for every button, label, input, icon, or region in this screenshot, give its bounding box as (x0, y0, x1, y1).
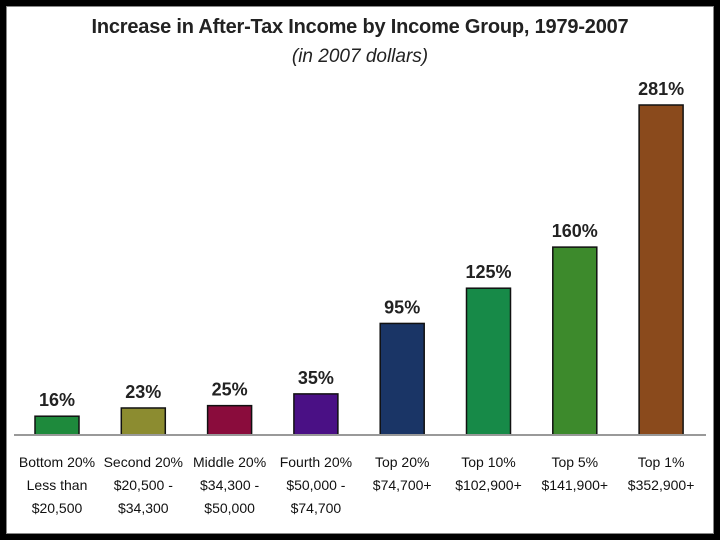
value-label-3: 25% (212, 380, 248, 400)
category-label-line: $74,700+ (373, 477, 432, 493)
category-label-line: $74,700 (291, 500, 342, 516)
value-label-8: 281% (638, 79, 684, 99)
category-label-5: Top 20% $74,700+ (373, 454, 432, 493)
category-label-line: $50,000 (204, 500, 255, 516)
category-label-line: $50,000 - (286, 477, 345, 493)
chart-subtitle: (in 2007 dollars) (291, 46, 429, 67)
category-label-line: Middle 20% (193, 454, 266, 470)
category-labels-group: Bottom 20% Less than $20,500 Second 20% $20,… (19, 454, 695, 516)
category-label-line: Top 10% (461, 454, 515, 470)
bar-5 (379, 322, 425, 436)
category-label-line: Bottom 20% (19, 454, 95, 470)
category-label-line: Top 1% (638, 454, 685, 470)
category-label-line: $141,900+ (542, 477, 609, 493)
category-label-6: Top 10% $102,900+ (455, 454, 522, 493)
category-label-1: Bottom 20% Less than $20,500 (19, 454, 95, 516)
bar-6 (465, 287, 512, 436)
bar-3 (206, 404, 253, 436)
category-label-8: Top 1% $352,900+ (628, 454, 695, 493)
category-label-7: Top 5% $141,900+ (542, 454, 609, 493)
category-label-line: Top 20% (375, 454, 429, 470)
bar-2 (120, 407, 167, 436)
bar-8 (638, 104, 684, 436)
bar-1 (34, 415, 80, 436)
bar-4 (293, 393, 339, 436)
value-label-6: 125% (465, 262, 511, 282)
category-label-line: $34,300 - (200, 477, 259, 493)
category-label-3: Middle 20% $34,300 - $50,000 (193, 454, 266, 516)
category-label-line: $20,500 - (114, 477, 173, 493)
value-label-1: 16% (39, 390, 75, 410)
value-label-2: 23% (125, 382, 161, 402)
value-labels-group: 16% 23% 25% 35% 95% 125% 160% 281% (39, 79, 684, 410)
value-label-7: 160% (552, 221, 598, 241)
category-label-4: Fourth 20% $50,000 - $74,700 (280, 454, 352, 516)
category-label-line: $34,300 (118, 500, 169, 516)
chart-title: Increase in After-Tax Income by Income G… (91, 16, 629, 38)
category-label-line: Second 20% (104, 454, 183, 470)
bars-group (34, 104, 684, 436)
bar-7 (552, 246, 598, 436)
category-label-line: Top 5% (551, 454, 598, 470)
category-label-line: $102,900+ (455, 477, 522, 493)
category-label-line: $352,900+ (628, 477, 695, 493)
category-label-line: $20,500 (32, 500, 83, 516)
category-label-line: Less than (27, 477, 88, 493)
category-label-2: Second 20% $20,500 - $34,300 (104, 454, 183, 516)
value-label-5: 95% (384, 297, 420, 317)
value-label-4: 35% (298, 368, 334, 388)
category-label-line: Fourth 20% (280, 454, 352, 470)
